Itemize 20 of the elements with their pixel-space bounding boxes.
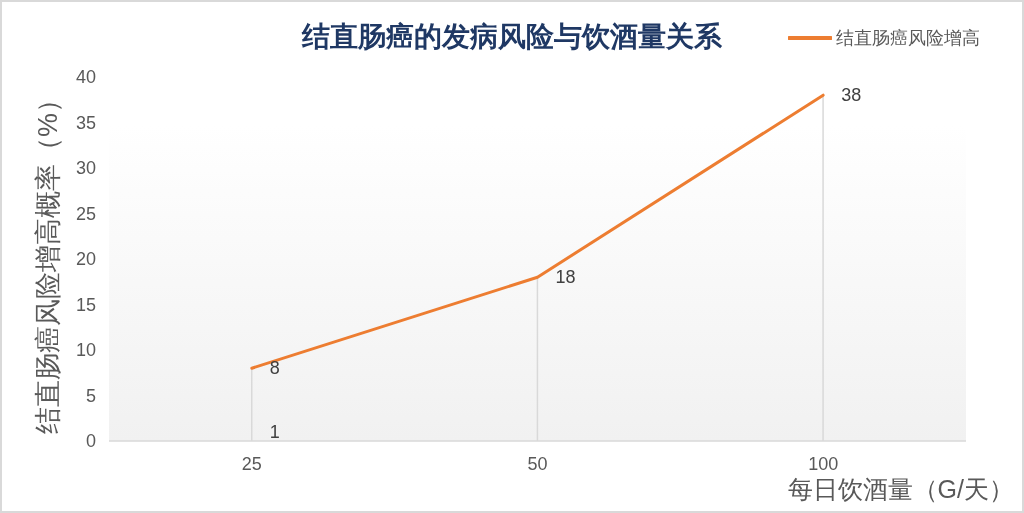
data-label: 8 — [269, 358, 280, 379]
y-tick-label: 5 — [85, 385, 96, 406]
x-axis-title: 每日饮酒量（G/天） — [787, 474, 1014, 504]
x-tick-label: 100 — [808, 453, 839, 474]
y-tick-label: 10 — [75, 340, 96, 361]
data-label: 18 — [555, 267, 576, 288]
annotation: 1 — [269, 421, 280, 442]
y-axis-title: 结直肠癌风险增高概率（%） — [33, 85, 63, 435]
y-tick-label: 40 — [75, 67, 96, 88]
x-tick-label: 25 — [241, 453, 262, 474]
x-tick-label: 50 — [527, 453, 548, 474]
y-tick-label: 35 — [75, 112, 96, 133]
y-tick-label: 30 — [75, 158, 96, 179]
y-tick-label: 15 — [75, 294, 96, 315]
data-label: 38 — [841, 85, 862, 106]
legend-label: 结直肠癌风险增高 — [836, 27, 980, 49]
y-tick-label: 20 — [75, 249, 96, 270]
y-tick-label: 0 — [85, 431, 96, 452]
chart-title: 结直肠癌的发病风险与饮酒量关系 — [302, 21, 722, 52]
y-tick-label: 25 — [75, 203, 96, 224]
